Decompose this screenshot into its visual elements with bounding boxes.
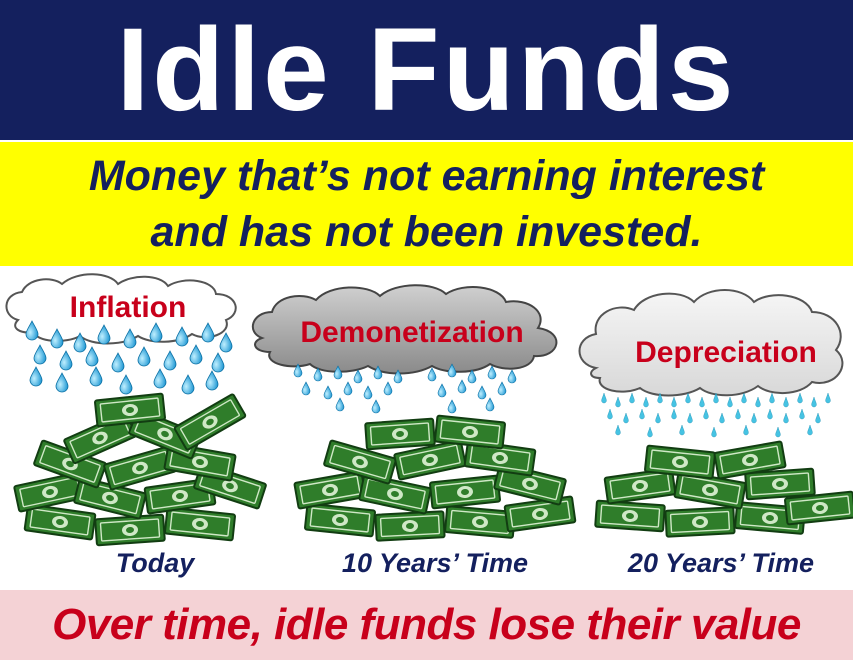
- definition-line-1: Money that’s not earning interest: [88, 152, 765, 200]
- definition-box: Money that’s not earning interest and ha…: [0, 142, 853, 266]
- cloud-label-inflation: Inflation: [70, 291, 187, 324]
- page-title: Idle Funds: [116, 4, 737, 136]
- cloud-icon: [578, 289, 844, 397]
- caption-10-years: 10 Years’ Time: [341, 548, 529, 578]
- cloud-label-depreciation: Depreciation: [635, 336, 817, 369]
- illustration-scene: Inflation Demonetization: [5, 273, 853, 547]
- cloud-icon: [251, 284, 558, 375]
- conclusion-text: Over time, idle funds lose their value: [52, 600, 801, 649]
- money-pile-icon: [594, 440, 853, 538]
- money-pile-icon: [13, 392, 268, 547]
- cloud-label-demonetization: Demonetization: [300, 316, 523, 349]
- caption-20-years: 20 Years’ Time: [627, 548, 815, 578]
- money-pile-icon: [293, 414, 577, 542]
- raindrop-icon: [601, 392, 831, 438]
- caption-today: Today: [115, 548, 195, 578]
- definition-line-2: and has not been invested.: [150, 208, 703, 256]
- title-banner: Idle Funds: [0, 0, 853, 140]
- conclusion-banner: Over time, idle funds lose their value: [0, 590, 853, 660]
